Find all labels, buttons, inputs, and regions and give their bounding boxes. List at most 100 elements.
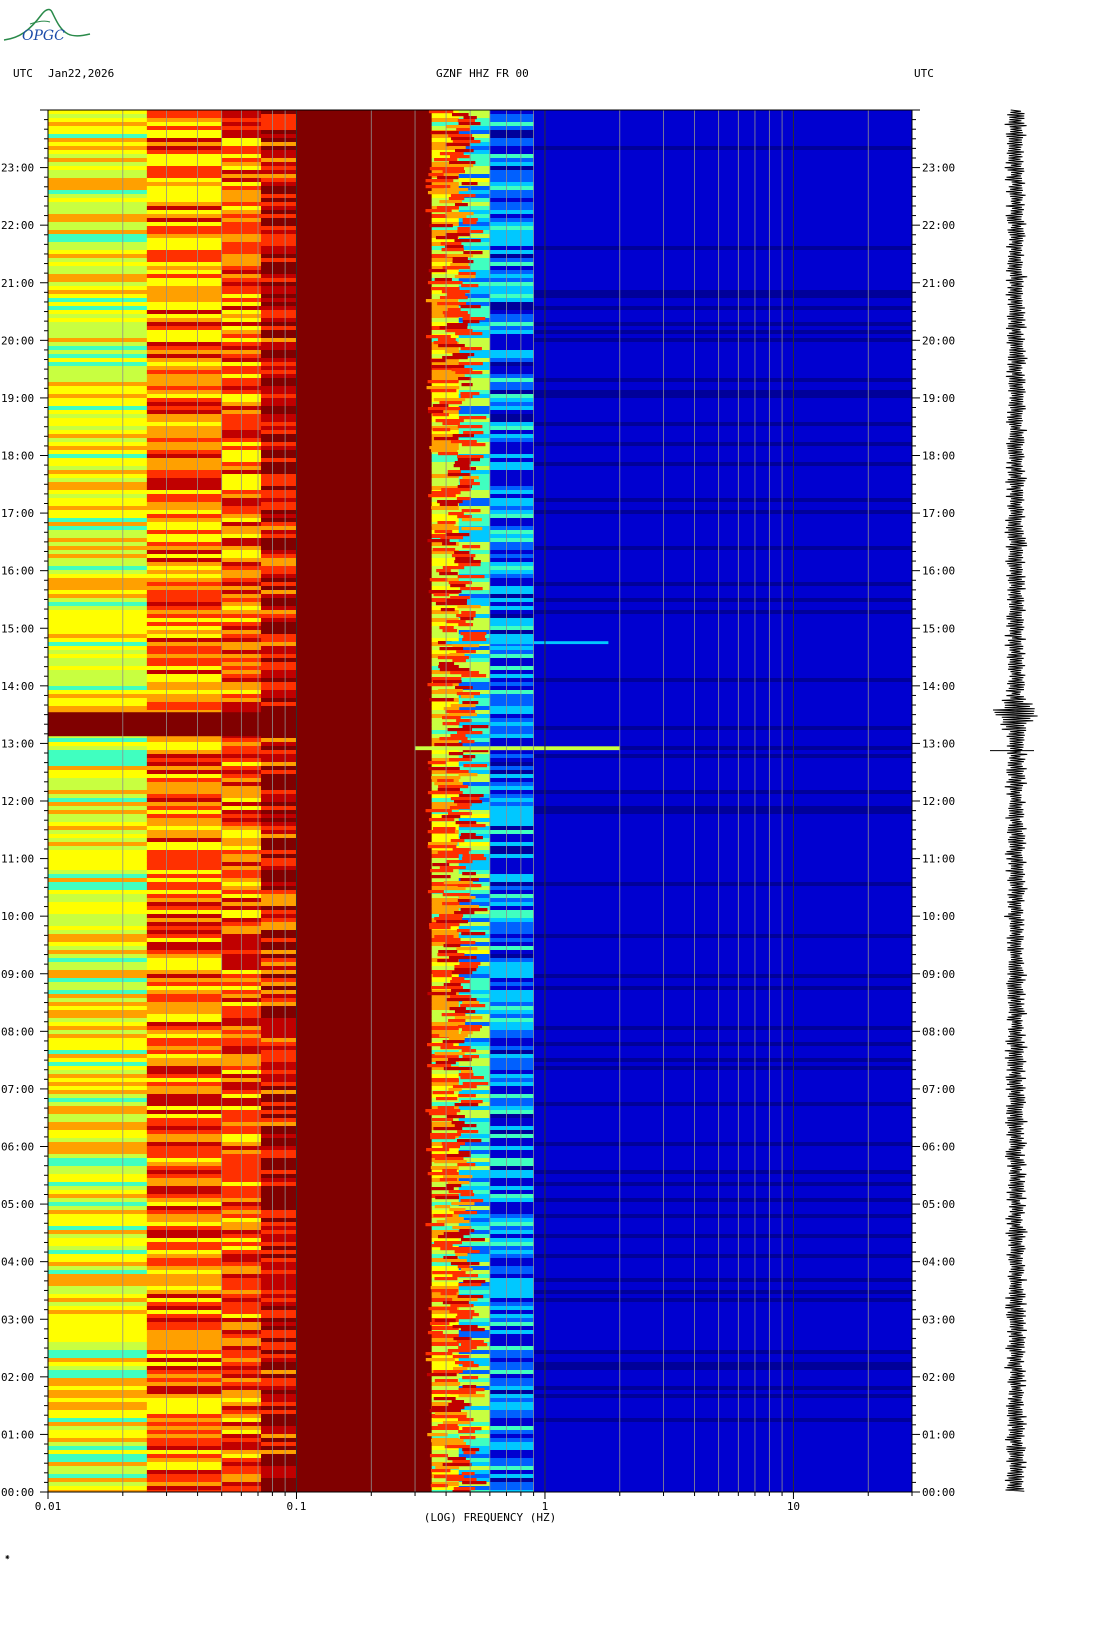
heatmap-cell <box>489 1350 535 1355</box>
heatmap-cell <box>533 846 912 851</box>
heatmap-edge-cell <box>454 551 470 555</box>
heatmap-cell <box>458 202 491 207</box>
heatmap-cell <box>48 1034 148 1039</box>
heatmap-cell <box>146 278 223 283</box>
heatmap-cell <box>431 694 460 699</box>
heatmap-cell <box>533 702 912 707</box>
heatmap-cell <box>146 918 223 923</box>
heatmap-cell <box>296 1030 433 1035</box>
heatmap-cell <box>261 1110 297 1115</box>
heatmap-cell <box>458 1474 491 1479</box>
heatmap-cell <box>261 786 297 791</box>
heatmap-cell <box>296 474 433 479</box>
heatmap-cell <box>48 162 148 167</box>
heatmap-cell <box>146 1142 223 1147</box>
heatmap-cell <box>533 1386 912 1391</box>
heatmap-edge-cell <box>449 164 474 168</box>
heatmap-cell <box>48 138 148 143</box>
heatmap-cell <box>533 1358 912 1363</box>
heatmap-cell <box>261 894 297 899</box>
heatmap-cell <box>489 1018 535 1023</box>
heatmap-edge-cell <box>427 791 463 795</box>
heatmap-cell <box>146 674 223 679</box>
heatmap-cell <box>489 1462 535 1467</box>
spectral-event <box>48 712 297 737</box>
heatmap-cell <box>296 834 433 839</box>
heatmap-cell <box>296 1386 433 1391</box>
heatmap-edge-cell <box>460 1268 473 1272</box>
heatmap-edge-cell <box>461 1028 480 1032</box>
heatmap-edge-cell <box>458 1388 485 1392</box>
heatmap-cell <box>146 586 223 591</box>
heatmap-cell <box>458 422 491 427</box>
heatmap-cell <box>261 170 297 175</box>
heatmap-cell <box>48 1142 148 1147</box>
heatmap-cell <box>48 1078 148 1083</box>
heatmap-cell <box>48 906 148 911</box>
heatmap-cell <box>489 566 535 571</box>
heatmap-cell <box>489 1166 535 1171</box>
heatmap-cell <box>146 942 223 947</box>
heatmap-cell <box>458 886 491 891</box>
heatmap-cell <box>261 1454 297 1459</box>
heatmap-cell <box>489 1118 535 1123</box>
heatmap-cell <box>431 658 460 663</box>
heatmap-cell <box>296 466 433 471</box>
heatmap-cell <box>261 914 297 919</box>
heatmap-cell <box>489 1454 535 1459</box>
heatmap-cell <box>48 1350 148 1355</box>
heatmap-edge-cell <box>427 281 463 285</box>
heatmap-edge-cell <box>450 797 480 801</box>
heatmap-cell <box>533 1302 912 1307</box>
heatmap-cell <box>533 562 912 567</box>
heatmap-cell <box>533 374 912 379</box>
heatmap-cell <box>489 1266 535 1271</box>
heatmap-cell <box>489 282 535 287</box>
heatmap-cell <box>48 330 148 335</box>
heatmap-cell <box>261 1038 297 1043</box>
heatmap-cell <box>296 1282 433 1287</box>
heatmap-cell <box>261 622 297 627</box>
heatmap-cell <box>431 462 460 467</box>
heatmap-cell <box>261 226 297 231</box>
heatmap-edge-cell <box>427 992 457 996</box>
heatmap-cell <box>146 886 223 891</box>
heatmap-cell <box>489 678 535 683</box>
heatmap-cell <box>533 1026 912 1031</box>
heatmap-cell <box>261 1366 297 1371</box>
heatmap-cell <box>533 1390 912 1395</box>
heatmap-edge-cell <box>442 902 460 906</box>
heatmap-cell <box>146 234 223 239</box>
heatmap-cell <box>533 578 912 583</box>
heatmap-cell <box>296 522 433 527</box>
heatmap-edge-cell <box>458 1394 485 1398</box>
heatmap-edge-cell <box>463 1451 476 1455</box>
heatmap-cell <box>146 1342 223 1347</box>
heatmap-cell <box>458 506 491 511</box>
heatmap-cell <box>296 562 433 567</box>
heatmap-cell <box>533 1318 912 1323</box>
heatmap-cell <box>533 622 912 627</box>
heatmap-cell <box>261 118 297 123</box>
heatmap-cell <box>261 1370 297 1375</box>
heatmap-edge-cell <box>431 449 458 453</box>
heatmap-cell <box>296 314 433 319</box>
heatmap-cell <box>261 386 297 391</box>
heatmap-cell <box>489 1382 535 1387</box>
heatmap-cell <box>533 1422 912 1427</box>
heatmap-cell <box>261 182 297 187</box>
heatmap-cell <box>296 438 433 443</box>
heatmap-cell <box>533 778 912 783</box>
heatmap-edge-cell <box>434 782 463 786</box>
heatmap-cell <box>261 778 297 783</box>
heatmap-cell <box>48 1414 148 1419</box>
heatmap-cell <box>489 1098 535 1103</box>
heatmap-cell <box>261 126 297 131</box>
heatmap-cell <box>489 418 535 423</box>
heatmap-cell <box>431 1362 460 1367</box>
heatmap-cell <box>431 226 460 231</box>
heatmap-cell <box>296 1226 433 1231</box>
heatmap-edge-cell <box>460 1076 484 1080</box>
heatmap-cell <box>458 374 491 379</box>
heatmap-cell <box>458 398 491 403</box>
